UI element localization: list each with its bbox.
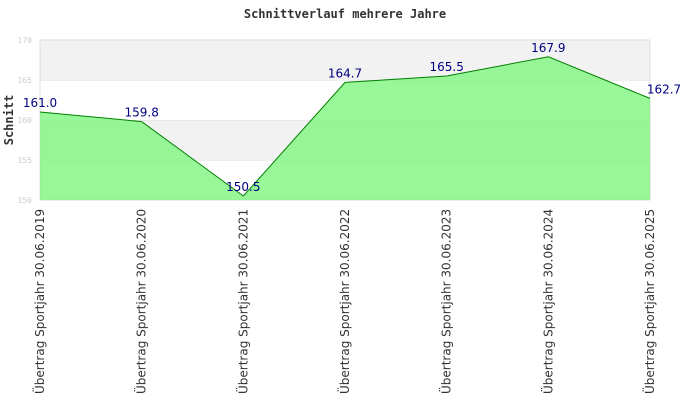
x-tick-label: Übertrag Sportjahr 30.06.2022 xyxy=(336,209,352,394)
x-tick-label: Übertrag Sportjahr 30.06.2023 xyxy=(438,209,454,394)
x-tick-label: Übertrag Sportjahr 30.06.2019 xyxy=(31,209,47,394)
data-label: 164.7 xyxy=(328,66,362,80)
y-tick-label: 155 xyxy=(18,156,33,165)
data-label: 167.9 xyxy=(531,41,565,55)
x-tick-label: Übertrag Sportjahr 30.06.2024 xyxy=(539,209,555,394)
series-line xyxy=(39,56,651,197)
x-tick-label: Übertrag Sportjahr 30.06.2020 xyxy=(133,209,149,394)
data-label: 162.7 xyxy=(647,82,681,96)
area-fill xyxy=(40,56,650,200)
x-tick-label: Übertrag Sportjahr 30.06.2021 xyxy=(234,209,250,394)
data-label: 150.5 xyxy=(226,180,260,194)
chart-title: Schnittverlauf mehrere Jahre xyxy=(244,7,446,21)
x-tick-label: Übertrag Sportjahr 30.06.2025 xyxy=(641,209,657,394)
data-label: 161.0 xyxy=(23,96,57,110)
y-tick-label: 170 xyxy=(18,36,33,45)
y-tick-label: 165 xyxy=(18,76,33,85)
y-axis-label: Schnitt xyxy=(2,95,16,146)
data-label: 165.5 xyxy=(429,60,463,74)
data-label: 159.8 xyxy=(124,106,158,120)
y-tick-label: 150 xyxy=(18,196,33,205)
y-tick-label: 160 xyxy=(18,116,33,125)
